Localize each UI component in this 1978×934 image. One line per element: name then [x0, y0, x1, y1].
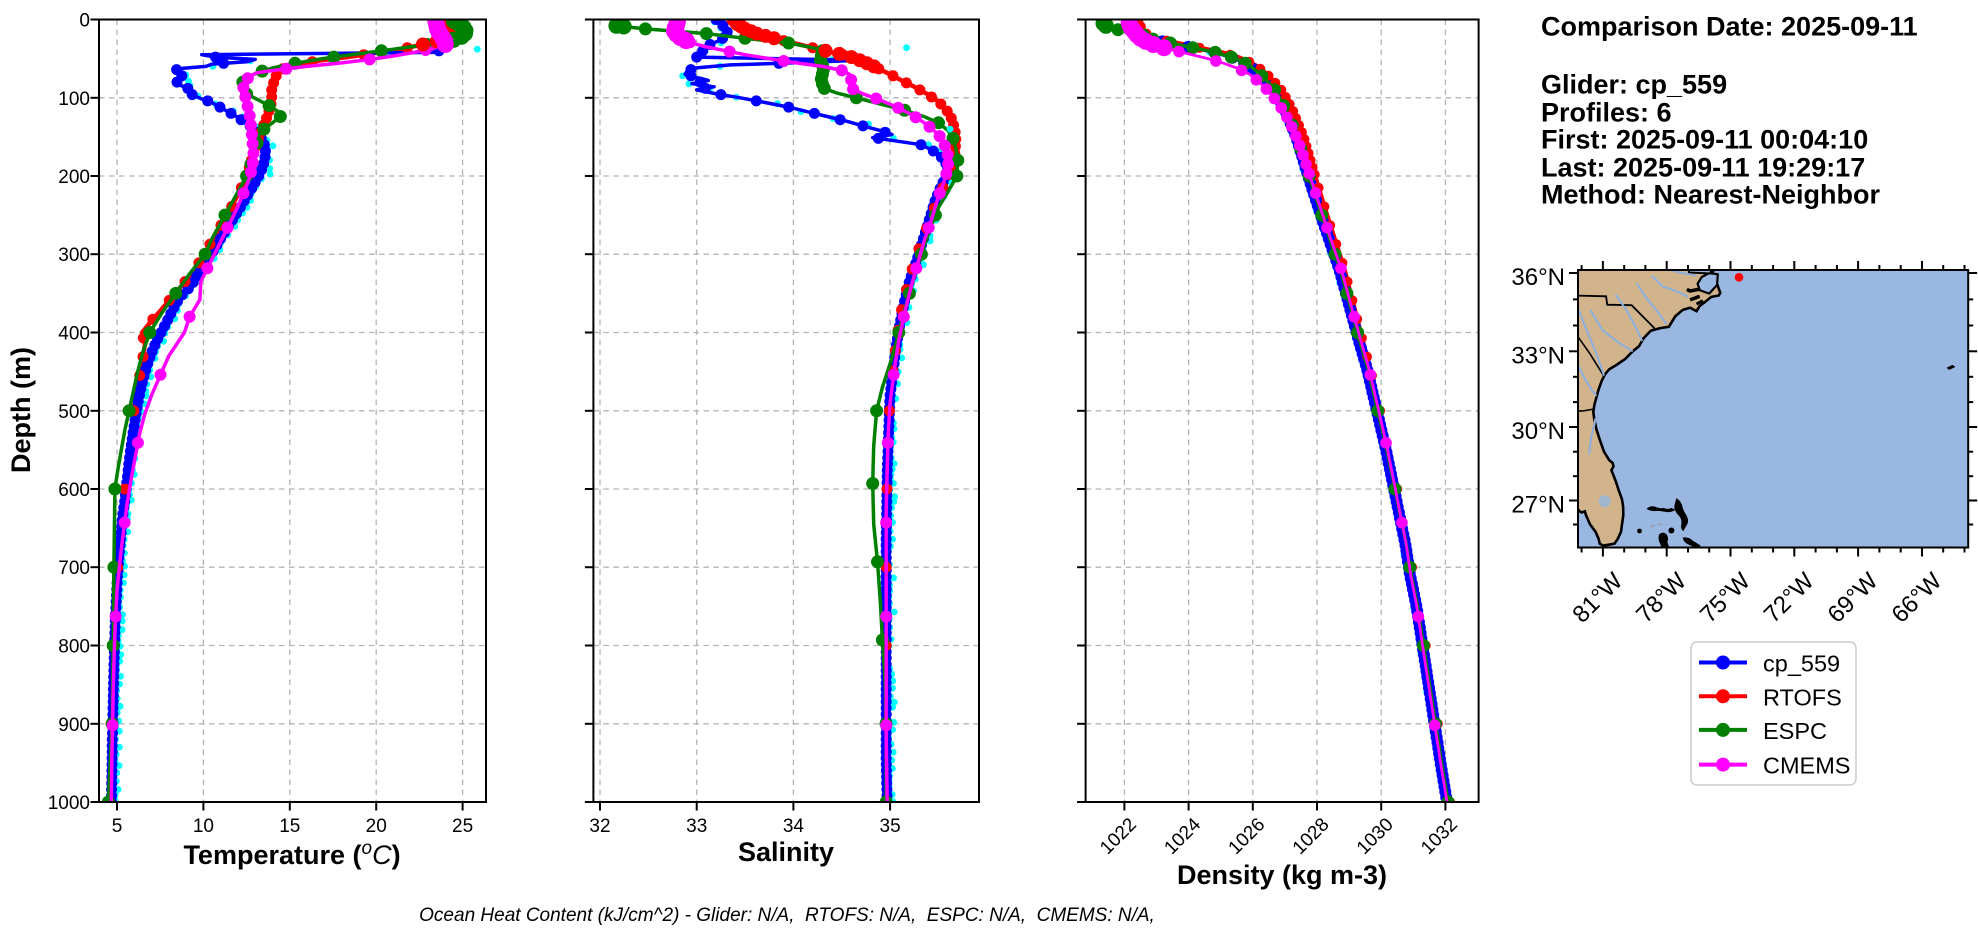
svg-text:27°N: 27°N — [1511, 492, 1565, 519]
svg-text:CMEMS: CMEMS — [1763, 753, 1850, 779]
svg-text:0: 0 — [79, 11, 90, 32]
svg-text:500: 500 — [58, 402, 90, 423]
svg-text:Method: Nearest-Neighbor: Method: Nearest-Neighbor — [1541, 180, 1881, 210]
svg-text:cp_559: cp_559 — [1763, 651, 1840, 677]
svg-text:32: 32 — [589, 816, 610, 837]
svg-text:700: 700 — [58, 558, 90, 579]
svg-text:5: 5 — [112, 816, 123, 837]
svg-text:Glider: cp_559: Glider: cp_559 — [1541, 70, 1727, 100]
svg-text:ESPC: ESPC — [1763, 718, 1827, 744]
svg-text:10: 10 — [193, 816, 214, 837]
svg-text:Profiles: 6: Profiles: 6 — [1541, 98, 1672, 128]
svg-text:First: 2025-09-11 00:04:10: First: 2025-09-11 00:04:10 — [1541, 125, 1868, 155]
svg-text:Last: 2025-09-11 19:29:17: Last: 2025-09-11 19:29:17 — [1541, 153, 1865, 183]
svg-text:33°N: 33°N — [1511, 342, 1565, 369]
svg-text:900: 900 — [58, 715, 90, 736]
svg-text:20: 20 — [366, 816, 387, 837]
svg-text:800: 800 — [58, 637, 90, 658]
svg-text:35: 35 — [880, 816, 901, 837]
svg-text:300: 300 — [58, 245, 90, 266]
svg-text:36°N: 36°N — [1511, 264, 1565, 291]
svg-text:RTOFS: RTOFS — [1763, 684, 1842, 710]
svg-text:Ocean Heat Content (kJ/cm^2) -: Ocean Heat Content (kJ/cm^2) - Glider: N… — [419, 905, 1155, 926]
svg-text:33: 33 — [686, 816, 707, 837]
svg-text:15: 15 — [279, 816, 300, 837]
svg-text:100: 100 — [58, 89, 90, 110]
svg-text:1000: 1000 — [48, 793, 90, 814]
svg-text:Density (kg m-3): Density (kg m-3) — [1177, 860, 1387, 890]
svg-text:Depth (m): Depth (m) — [6, 347, 36, 473]
svg-text:Salinity: Salinity — [738, 837, 834, 867]
svg-text:Comparison Date: 2025-09-11: Comparison Date: 2025-09-11 — [1541, 12, 1918, 42]
svg-text:600: 600 — [58, 480, 90, 501]
svg-text:200: 200 — [58, 167, 90, 188]
svg-text:400: 400 — [58, 324, 90, 345]
svg-text:34: 34 — [783, 816, 805, 837]
svg-text:30°N: 30°N — [1511, 418, 1565, 445]
svg-text:25: 25 — [452, 816, 473, 837]
